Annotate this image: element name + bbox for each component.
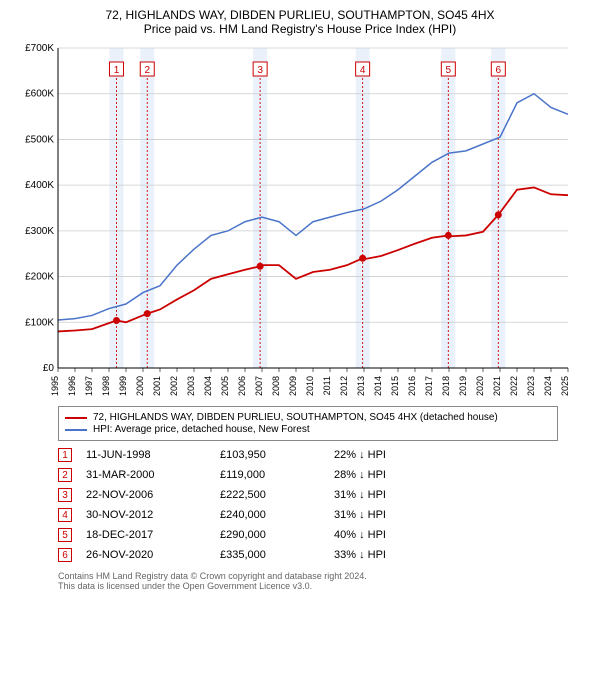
svg-text:6: 6 [496, 65, 502, 76]
svg-text:2008: 2008 [271, 376, 281, 396]
svg-text:1997: 1997 [84, 376, 94, 396]
svg-text:2020: 2020 [475, 376, 485, 396]
svg-text:2016: 2016 [407, 376, 417, 396]
footer-line: This data is licensed under the Open Gov… [58, 581, 588, 591]
price-chart: £0 £100K £200K £300K £400K £500K £600K £700K 199… [12, 40, 588, 400]
title-block: 72, HIGHLANDS WAY, DIBDEN PURLIEU, SOUTH… [12, 8, 588, 36]
sale-date: 30-NOV-2012 [86, 509, 206, 521]
svg-text:1999: 1999 [118, 376, 128, 396]
svg-text:2021: 2021 [492, 376, 502, 396]
svg-text:2011: 2011 [322, 376, 332, 395]
sale-date: 18-DEC-2017 [86, 529, 206, 541]
svg-text:2000: 2000 [135, 376, 145, 396]
svg-text:1996: 1996 [67, 376, 77, 396]
svg-text:2010: 2010 [305, 376, 315, 396]
legend-row-price: 72, HIGHLANDS WAY, DIBDEN PURLIEU, SOUTH… [65, 412, 551, 423]
sale-diff: 40% ↓ HPI [334, 529, 454, 541]
svg-text:£600K: £600K [25, 89, 54, 100]
svg-text:2006: 2006 [237, 376, 247, 396]
svg-text:£500K: £500K [25, 134, 54, 145]
footer-line: Contains HM Land Registry data © Crown c… [58, 571, 588, 581]
svg-text:2022: 2022 [509, 376, 519, 396]
svg-text:£200K: £200K [25, 272, 54, 283]
sale-date: 26-NOV-2020 [86, 549, 206, 561]
sale-diff: 33% ↓ HPI [334, 549, 454, 561]
sales-row: 2 31-MAR-2000 £119,000 28% ↓ HPI [58, 465, 558, 485]
legend-label: HPI: Average price, detached house, New … [93, 424, 310, 435]
sale-number-box: 6 [58, 548, 72, 562]
svg-text:£0: £0 [43, 363, 55, 374]
svg-text:1998: 1998 [101, 376, 111, 396]
svg-text:2025: 2025 [560, 376, 570, 396]
chart-area: £0 £100K £200K £300K £400K £500K £600K £700K 199… [12, 40, 588, 400]
sale-price: £119,000 [220, 469, 320, 481]
svg-text:4: 4 [360, 65, 366, 76]
sale-price: £290,000 [220, 529, 320, 541]
title-subtitle: Price paid vs. HM Land Registry's House … [12, 22, 588, 36]
svg-text:3: 3 [257, 65, 263, 76]
svg-text:1995: 1995 [50, 376, 60, 396]
sale-diff: 31% ↓ HPI [334, 509, 454, 521]
legend-row-hpi: HPI: Average price, detached house, New … [65, 424, 551, 435]
sale-price: £222,500 [220, 489, 320, 501]
svg-text:2012: 2012 [339, 376, 349, 396]
sale-price: £103,950 [220, 449, 320, 461]
svg-text:2017: 2017 [424, 376, 434, 396]
legend-label: 72, HIGHLANDS WAY, DIBDEN PURLIEU, SOUTH… [93, 412, 498, 423]
svg-text:2003: 2003 [186, 376, 196, 396]
sale-date: 22-NOV-2006 [86, 489, 206, 501]
svg-text:2015: 2015 [390, 376, 400, 396]
svg-text:£700K: £700K [25, 43, 54, 54]
svg-text:2013: 2013 [356, 376, 366, 396]
sale-price: £240,000 [220, 509, 320, 521]
svg-text:2023: 2023 [526, 376, 536, 396]
svg-text:2001: 2001 [152, 376, 162, 396]
sale-number-box: 4 [58, 508, 72, 522]
sale-number-box: 2 [58, 468, 72, 482]
sales-row: 1 11-JUN-1998 £103,950 22% ↓ HPI [58, 445, 558, 465]
sale-diff: 28% ↓ HPI [334, 469, 454, 481]
legend-swatch [65, 429, 87, 431]
sale-number-box: 5 [58, 528, 72, 542]
svg-text:£300K: £300K [25, 226, 54, 237]
sales-table: 1 11-JUN-1998 £103,950 22% ↓ HPI 2 31-MAR-200… [58, 445, 558, 565]
svg-text:2002: 2002 [169, 376, 179, 396]
footer: Contains HM Land Registry data © Crown c… [58, 571, 588, 591]
title-address: 72, HIGHLANDS WAY, DIBDEN PURLIEU, SOUTH… [12, 8, 588, 22]
svg-text:2019: 2019 [458, 376, 468, 396]
svg-text:£400K: £400K [25, 180, 54, 191]
sales-row: 4 30-NOV-2012 £240,000 31% ↓ HPI [58, 505, 558, 525]
sale-date: 31-MAR-2000 [86, 469, 206, 481]
sale-diff: 22% ↓ HPI [334, 449, 454, 461]
svg-text:£100K: £100K [25, 317, 54, 328]
svg-text:2024: 2024 [543, 376, 553, 396]
svg-text:5: 5 [446, 65, 452, 76]
svg-text:2009: 2009 [288, 376, 298, 396]
sales-row: 6 26-NOV-2020 £335,000 33% ↓ HPI [58, 545, 558, 565]
svg-text:2005: 2005 [220, 376, 230, 396]
sale-date: 11-JUN-1998 [86, 449, 206, 461]
sale-diff: 31% ↓ HPI [334, 489, 454, 501]
sale-price: £335,000 [220, 549, 320, 561]
sale-number-box: 3 [58, 488, 72, 502]
svg-text:2: 2 [144, 65, 150, 76]
legend-box: 72, HIGHLANDS WAY, DIBDEN PURLIEU, SOUTH… [58, 406, 558, 441]
page-container: 72, HIGHLANDS WAY, DIBDEN PURLIEU, SOUTH… [0, 0, 600, 680]
svg-text:2014: 2014 [373, 376, 383, 396]
svg-text:2007: 2007 [254, 376, 264, 396]
svg-text:2004: 2004 [203, 376, 213, 396]
sale-number-box: 1 [58, 448, 72, 462]
svg-text:1: 1 [114, 65, 120, 76]
legend-swatch [65, 417, 87, 419]
sales-row: 5 18-DEC-2017 £290,000 40% ↓ HPI [58, 525, 558, 545]
svg-text:2018: 2018 [441, 376, 451, 396]
sales-row: 3 22-NOV-2006 £222,500 31% ↓ HPI [58, 485, 558, 505]
